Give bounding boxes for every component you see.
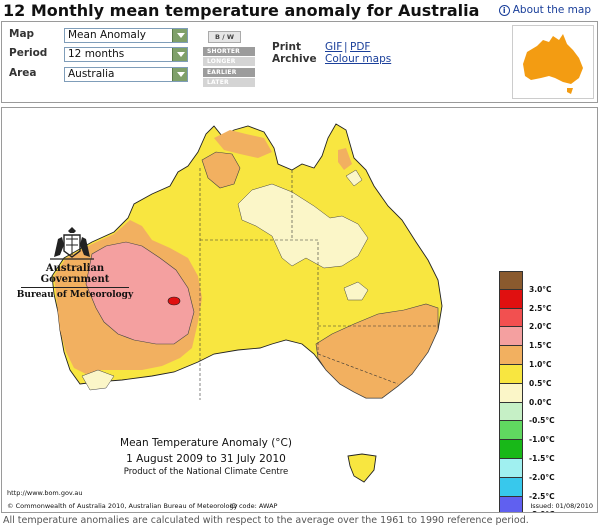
gif-link[interactable]: GIF: [325, 41, 343, 53]
chevron-down-icon[interactable]: [172, 68, 187, 81]
caption-product: Product of the National Climate Centre: [123, 467, 289, 477]
later-button[interactable]: LATER: [203, 78, 255, 87]
chevron-down-icon[interactable]: [172, 29, 187, 42]
gov-line1: Australian Government: [40, 263, 110, 285]
footnote: All temperature anomalies are calculated…: [3, 515, 529, 526]
map-panel: Australian Government Bureau of Meteorol…: [1, 107, 598, 513]
legend-label: 0.5°C: [529, 378, 552, 388]
australia-thumbnail[interactable]: [512, 25, 594, 99]
issued-date: Issued: 01/08/2010: [530, 502, 593, 510]
period-select-value: 12 months: [68, 48, 125, 60]
legend-label: 1.0°C: [529, 360, 552, 369]
bw-button[interactable]: B / W: [208, 31, 241, 43]
about-map-label: About the map: [512, 4, 591, 16]
legend-swatch: [499, 346, 523, 365]
map-select[interactable]: Mean Anomaly: [64, 28, 188, 43]
bom-url[interactable]: http://www.bom.gov.au: [7, 489, 83, 497]
chevron-down-icon[interactable]: [172, 48, 187, 61]
legend-label: 2.5°C: [529, 303, 552, 313]
legend-swatch: [499, 402, 523, 422]
area-label: Area: [9, 67, 37, 79]
color-legend: [499, 271, 523, 512]
legend-label: 2.0°C: [529, 322, 552, 332]
area-select[interactable]: Australia: [64, 67, 188, 82]
info-icon: i: [498, 4, 510, 16]
legend-swatch: [499, 383, 523, 403]
page-title: 12 Monthly mean temperature anomaly for …: [3, 1, 480, 20]
period-label: Period: [9, 47, 48, 59]
caption-title: Mean Temperature Anomaly (°C): [120, 437, 292, 449]
link-separator: |: [344, 41, 348, 53]
id-code: ID code: AWAP: [230, 502, 278, 510]
colour-maps-link[interactable]: Colour maps: [325, 53, 392, 65]
legend-swatch: [499, 364, 523, 384]
legend-label: -1.5°C: [529, 454, 555, 463]
tasmania: [347, 453, 377, 483]
legend-swatch: [499, 458, 523, 478]
legend-label: -3.0°C: [529, 510, 555, 512]
about-map-link[interactable]: i About the map: [498, 4, 591, 16]
legend-label: -2.0°C: [529, 472, 555, 482]
australia-thumbnail-icon: [523, 34, 583, 94]
legend-swatch: [499, 271, 523, 290]
map-label: Map: [9, 28, 35, 40]
coat-of-arms-icon: [50, 227, 94, 260]
period-select[interactable]: 12 months: [64, 47, 188, 62]
agency-logo: Australian Government Bureau of Meteorol…: [15, 263, 135, 300]
legend-swatch: [499, 477, 523, 497]
map-select-value: Mean Anomaly: [68, 29, 147, 41]
earlier-button[interactable]: EARLIER: [203, 68, 255, 77]
area-select-value: Australia: [68, 68, 115, 80]
legend-swatch: [499, 421, 523, 441]
longer-button[interactable]: LONGER: [203, 57, 255, 66]
legend-label: 0.0°C: [529, 397, 552, 407]
legend-label: -1.0°C: [529, 435, 555, 445]
legend-label: 3.0°C: [529, 284, 552, 294]
legend-swatch: [499, 440, 523, 459]
print-label: Print: [272, 41, 301, 53]
temperature-anomaly-map: [51, 123, 443, 483]
shorter-button[interactable]: SHORTER: [203, 47, 255, 56]
legend-swatch: [499, 289, 523, 309]
gov-line2: Bureau of Meteorology: [16, 290, 134, 300]
archive-label: Archive: [272, 53, 317, 65]
legend-label: -0.5°C: [529, 416, 555, 426]
caption-dates: 1 August 2009 to 31 July 2010: [126, 453, 286, 465]
legend-swatch: [499, 496, 523, 512]
legend-label: 1.5°C: [529, 341, 552, 351]
copyright-text: © Commonwealth of Australia 2010, Austra…: [7, 502, 238, 510]
pdf-link[interactable]: PDF: [350, 41, 371, 53]
legend-swatch: [499, 308, 523, 328]
legend-swatch: [499, 327, 523, 347]
control-panel: Map Period Area Mean Anomaly 12 months A…: [1, 21, 598, 103]
legend-label: -2.5°C: [529, 491, 555, 501]
